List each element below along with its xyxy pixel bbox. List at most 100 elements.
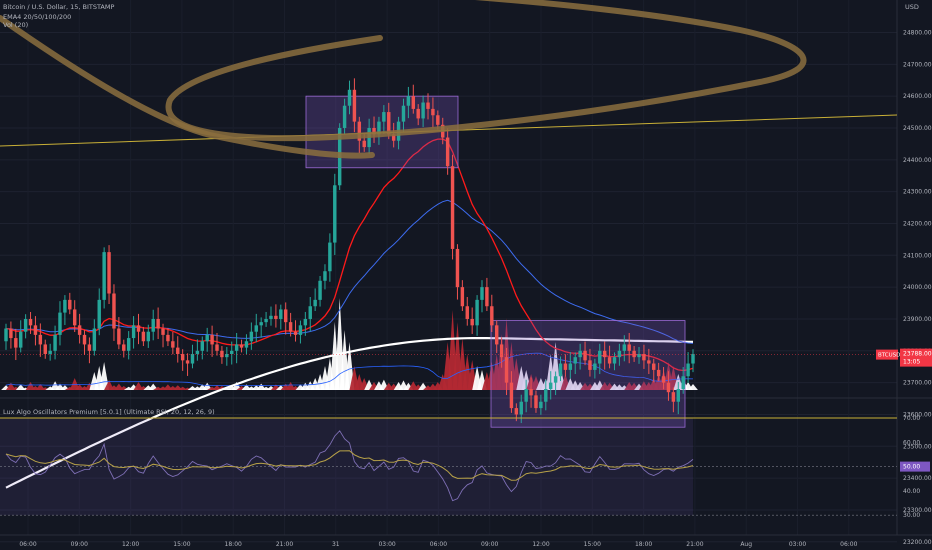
candle-body [274, 315, 278, 319]
candle-body [77, 325, 82, 335]
brush-stroke-loop[interactable] [165, 0, 807, 142]
candle-body [146, 331, 151, 342]
time-tick-label[interactable]: 06:00 [430, 541, 447, 548]
candle-body [151, 318, 155, 332]
candle-body [642, 353, 646, 361]
candle-body [529, 388, 533, 396]
candle-body [647, 360, 651, 364]
price-tick-label: 23200.00 [903, 539, 932, 546]
time-tick-label[interactable]: 06:00 [840, 541, 857, 548]
candle-body [553, 376, 558, 383]
oscillator-value-tag[interactable] [900, 461, 930, 472]
oscillator-tick-label: 30.00 [903, 512, 920, 519]
time-tick-label[interactable]: 09:00 [71, 541, 88, 548]
candle-body [499, 344, 504, 358]
time-tick-label[interactable]: 15:00 [584, 541, 601, 548]
price-tick-label: 24600.00 [903, 93, 932, 100]
candle-body [519, 401, 523, 415]
candle-body [612, 357, 617, 364]
candle-body [323, 271, 327, 281]
candle-body [328, 242, 332, 272]
price-tick-label: 24000.00 [903, 284, 932, 291]
oscillator-line [5, 430, 694, 502]
time-tick-label[interactable]: 03:00 [789, 541, 806, 548]
time-tick-label[interactable]: 18:00 [225, 541, 242, 548]
candle-body [190, 353, 195, 364]
candle-body [117, 328, 121, 345]
drawings[interactable] [0, 0, 898, 159]
volume-legend: Vol (20) [3, 21, 29, 29]
candle-body [33, 325, 38, 335]
price-tick-label: 23500.00 [903, 443, 932, 450]
volume-spike [285, 382, 296, 390]
oscillator-tick-label: 40.00 [903, 488, 920, 495]
candle-body [58, 312, 62, 335]
candle-body [97, 299, 101, 329]
candle-body [200, 341, 205, 351]
volume-spike [99, 362, 110, 390]
candle-body [239, 344, 244, 348]
oscillator-signal-line [5, 450, 694, 481]
price-axis[interactable]: 24800.00 24700.00 24600.00 24500.00 24400.00… [0, 30, 932, 546]
price-tick-label: 23700.00 [903, 380, 932, 387]
candle-body [48, 350, 52, 354]
candle-body [293, 331, 298, 335]
candle-body [9, 328, 13, 339]
ema-50-line [5, 199, 694, 344]
oscillator-tick-label: 70.00 [903, 415, 920, 422]
current-price-value: 23788.00 [903, 351, 932, 358]
time-tick-label[interactable]: 15:00 [173, 541, 190, 548]
candle-body [82, 334, 87, 345]
time-tick-label[interactable]: 03:00 [378, 541, 395, 548]
price-tick-label: 24100.00 [903, 252, 932, 259]
candle-body [318, 280, 322, 300]
time-tick-label[interactable]: 18:00 [635, 541, 652, 548]
candlesticks [4, 78, 695, 424]
candle-body [53, 334, 57, 351]
candle-body [23, 318, 28, 332]
price-tick-label: 24200.00 [903, 220, 932, 227]
time-tick-label[interactable]: 31 [332, 541, 340, 548]
candle-body [490, 306, 494, 326]
candle-body [548, 382, 553, 389]
time-tick-label[interactable]: 12:00 [122, 541, 139, 548]
price-tick-label: 23300.00 [903, 507, 932, 514]
time-axis[interactable]: 06:00 09:00 12:00 15:00 18:00 21:00 31 03:00 06:… [19, 541, 857, 548]
candle-body [43, 344, 47, 354]
price-tick-label: 23900.00 [903, 316, 932, 323]
price-tick-label: 23400.00 [903, 475, 932, 482]
time-tick-label[interactable]: 06:00 [19, 541, 36, 548]
candle-body [524, 388, 528, 402]
price-tick-label: 23600.00 [903, 411, 932, 418]
candle-body [406, 96, 411, 106]
candle-body [691, 353, 695, 364]
candle-body [38, 334, 43, 345]
time-tick-label[interactable]: 21:00 [276, 541, 293, 548]
candle-body [107, 252, 111, 294]
candle-body [141, 331, 146, 342]
candle-body [185, 360, 190, 364]
candle-body [225, 353, 229, 358]
candle-body [382, 112, 386, 122]
candle-body [465, 306, 469, 319]
current-price-tag[interactable] [900, 348, 932, 367]
currency-label: USD [905, 3, 919, 11]
time-tick-label[interactable]: 21:00 [686, 541, 703, 548]
candle-body [230, 350, 234, 354]
candle-body [627, 344, 631, 351]
symbol-tag[interactable] [876, 349, 898, 360]
candle-body [264, 318, 268, 323]
candle-body [401, 105, 406, 122]
candle-body [171, 341, 175, 348]
candle-body [92, 328, 97, 351]
candle-body [544, 388, 548, 402]
candle-body [676, 388, 680, 402]
time-tick-label[interactable]: 09:00 [481, 541, 498, 548]
time-tick-label[interactable]: 12:00 [532, 541, 549, 548]
oscillator-legend: Lux Algo Oscillators Premium [5.0.1] (Ul… [3, 408, 215, 416]
candle-body [234, 344, 239, 351]
candle-body [259, 322, 263, 326]
time-tick-label[interactable]: Aug [740, 541, 752, 548]
range-box-bottom[interactable] [490, 320, 686, 428]
